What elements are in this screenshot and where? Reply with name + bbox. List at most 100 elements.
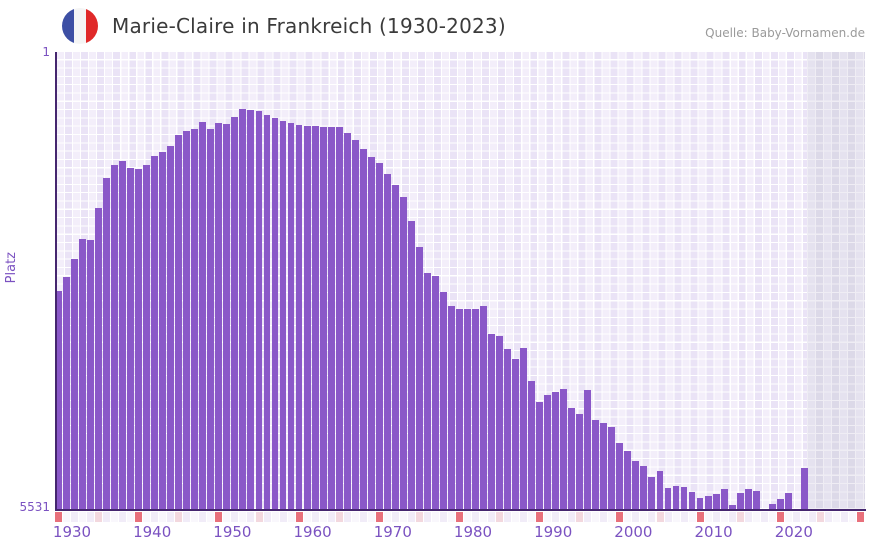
bar-1945[interactable] — [175, 134, 183, 509]
bar-1981[interactable] — [464, 308, 471, 509]
bar-1930[interactable] — [55, 290, 62, 509]
bar-1978[interactable] — [439, 292, 447, 509]
bar-1983[interactable] — [480, 306, 487, 509]
bar-1947[interactable] — [191, 129, 199, 509]
bar-1950[interactable] — [215, 122, 223, 509]
bar-1997[interactable] — [592, 419, 600, 509]
bar-1944[interactable] — [167, 146, 175, 509]
bar-1937[interactable] — [111, 165, 119, 509]
x-tick-label-1960: 1960 — [293, 523, 332, 541]
bar-1991[interactable] — [544, 394, 552, 509]
tick-cell-1950 — [215, 512, 223, 522]
bar-1964[interactable] — [327, 127, 335, 509]
bar-1938[interactable] — [119, 161, 127, 509]
bar-1958[interactable] — [279, 121, 287, 509]
bar-2019[interactable] — [768, 503, 776, 509]
bar-1953[interactable] — [239, 108, 247, 509]
bar-2006[interactable] — [664, 487, 672, 509]
bar-1956[interactable] — [263, 115, 271, 509]
bar-1933[interactable] — [79, 238, 86, 509]
bar-1966[interactable] — [343, 133, 351, 509]
bar-1990[interactable] — [536, 401, 544, 509]
bar-1999[interactable] — [608, 427, 616, 509]
bar-1957[interactable] — [271, 118, 279, 509]
bar-2002[interactable] — [632, 460, 640, 509]
x-tick-label-1940: 1940 — [133, 523, 172, 541]
bar-1993[interactable] — [560, 388, 568, 509]
bar-1963[interactable] — [319, 127, 327, 509]
bar-1951[interactable] — [223, 124, 231, 509]
bar-2004[interactable] — [648, 477, 656, 509]
bar-1973[interactable] — [399, 197, 407, 509]
bar-1954[interactable] — [247, 110, 255, 509]
bar-1955[interactable] — [255, 111, 263, 509]
bar-2021[interactable] — [784, 492, 792, 509]
bar-1946[interactable] — [183, 131, 191, 509]
bar-1980[interactable] — [456, 309, 463, 509]
bar-1967[interactable] — [351, 140, 359, 509]
bar-1959[interactable] — [287, 122, 295, 509]
tick-cell-1937 — [111, 512, 119, 522]
bar-1985[interactable] — [496, 335, 503, 509]
bar-1994[interactable] — [568, 407, 576, 509]
bar-1968[interactable] — [359, 149, 367, 509]
bar-1949[interactable] — [207, 129, 215, 509]
bar-1987[interactable] — [512, 358, 520, 509]
bar-1986[interactable] — [504, 348, 511, 509]
bar-1939[interactable] — [127, 168, 135, 509]
bar-1996[interactable] — [584, 389, 592, 509]
bar-1941[interactable] — [143, 165, 151, 509]
bar-1984[interactable] — [488, 333, 495, 509]
bar-2013[interactable] — [720, 489, 728, 509]
bar-1934[interactable] — [87, 240, 94, 509]
bar-1970[interactable] — [375, 163, 383, 509]
bar-1952[interactable] — [231, 117, 239, 509]
bar-2010[interactable] — [696, 497, 704, 509]
tick-cell-1961 — [303, 512, 311, 522]
bar-1960[interactable] — [295, 125, 303, 509]
bar-2023[interactable] — [800, 468, 808, 509]
bar-2007[interactable] — [672, 485, 680, 509]
bar-1974[interactable] — [407, 220, 415, 509]
bar-2015[interactable] — [736, 492, 744, 509]
bar-1977[interactable] — [431, 276, 439, 509]
bar-1943[interactable] — [159, 151, 167, 509]
bar-1940[interactable] — [135, 169, 143, 509]
bar-1995[interactable] — [576, 413, 584, 509]
tick-cell-2005 — [656, 512, 664, 522]
bar-1935[interactable] — [95, 208, 102, 509]
bar-1989[interactable] — [528, 380, 536, 509]
bar-1979[interactable] — [447, 305, 455, 509]
bar-1961[interactable] — [303, 126, 311, 509]
bar-2012[interactable] — [712, 494, 720, 509]
bar-1936[interactable] — [103, 177, 110, 509]
bar-2011[interactable] — [704, 496, 712, 509]
bar-2016[interactable] — [744, 489, 752, 509]
bar-1931[interactable] — [63, 276, 70, 509]
bar-2020[interactable] — [776, 499, 784, 509]
bar-1972[interactable] — [391, 185, 399, 509]
bar-1992[interactable] — [552, 391, 560, 509]
bar-1948[interactable] — [199, 122, 207, 509]
bar-1975[interactable] — [415, 246, 423, 509]
bar-2009[interactable] — [688, 491, 696, 509]
tick-cell-1947 — [191, 512, 199, 522]
bar-2000[interactable] — [616, 442, 624, 509]
bar-1988[interactable] — [520, 347, 528, 509]
bar-1976[interactable] — [423, 273, 431, 509]
plot-area[interactable] — [55, 52, 865, 509]
bar-2001[interactable] — [624, 451, 632, 509]
bar-2014[interactable] — [728, 504, 736, 509]
bar-1965[interactable] — [335, 127, 343, 509]
bar-1998[interactable] — [600, 422, 608, 509]
bar-2005[interactable] — [656, 470, 664, 509]
bar-1932[interactable] — [71, 258, 78, 509]
bar-2008[interactable] — [680, 487, 688, 509]
bar-1969[interactable] — [367, 157, 375, 509]
bar-2017[interactable] — [752, 491, 760, 509]
bar-1942[interactable] — [151, 156, 159, 509]
bar-2003[interactable] — [640, 465, 648, 509]
bar-1971[interactable] — [383, 174, 391, 509]
bar-1962[interactable] — [311, 126, 319, 509]
bar-1982[interactable] — [472, 309, 479, 509]
